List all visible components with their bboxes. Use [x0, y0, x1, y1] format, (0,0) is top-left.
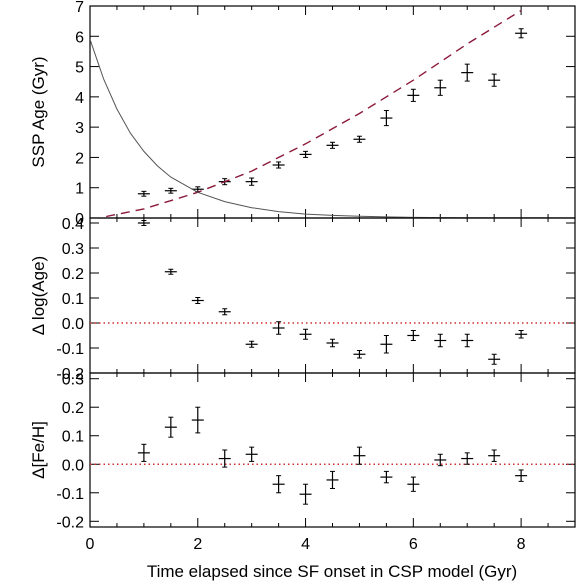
data-point [434, 453, 447, 467]
y-tick-label: 6 [75, 29, 84, 46]
y-tick-label: 0.1 [62, 291, 84, 308]
data-point [137, 190, 150, 197]
data-point [164, 416, 177, 438]
x-tick-label: 8 [517, 536, 526, 553]
data-point [164, 187, 177, 194]
data-point [488, 353, 501, 365]
data-point [326, 141, 339, 149]
y-tick-label: -0.1 [56, 486, 84, 503]
x-tick-label: 0 [86, 536, 95, 553]
data-point [326, 338, 339, 348]
y-tick-label: 3 [75, 120, 84, 137]
panels: 0 1 2 3 4 5 6 7 SSP Age (Gyr) -0.2 -0.1 0.0 0.1 0.2 0.… [29, 0, 576, 553]
y-tick-label: 0.2 [62, 400, 84, 417]
data-point [218, 308, 231, 316]
data-point [272, 321, 285, 335]
y-tick-label: -0.2 [56, 514, 84, 531]
data-point [299, 483, 312, 505]
data-point [407, 476, 420, 492]
data-point [191, 406, 204, 434]
y-tick-label: 0.3 [62, 372, 84, 389]
y-tick-label: 0 [75, 211, 84, 228]
data-point [353, 350, 366, 359]
y-tick-label: 4 [75, 90, 84, 107]
data-point [299, 150, 312, 158]
y-tick-label: 1 [75, 181, 84, 198]
data-point [461, 452, 474, 465]
y-tick-label: 5 [75, 60, 84, 77]
panel-bottom: -0.2 -0.1 0.0 0.1 0.2 0.3 0 2 4 6 8 Δ[Fe/H] [29, 372, 576, 553]
data-point [515, 469, 528, 482]
data-point [137, 220, 150, 226]
data-point [407, 330, 420, 341]
y-axis-label: Δ log(Age) [29, 256, 48, 335]
panel-frame [89, 5, 576, 219]
sfh-decay-curve [90, 39, 575, 218]
data-point [245, 340, 258, 348]
plot-area [90, 406, 575, 505]
data-point [515, 330, 528, 339]
y-tick-label: 0.2 [62, 266, 84, 283]
data-point [434, 333, 447, 348]
y-tick-label: -0.1 [56, 341, 84, 358]
panel-frame [89, 372, 576, 528]
data-point [461, 63, 474, 82]
data-point [488, 449, 501, 462]
y-tick-label: 7 [75, 0, 84, 16]
panel-middle: -0.2 -0.1 0.0 0.1 0.2 0.3 0.4 Δ log(Age) [29, 216, 576, 383]
y-tick-label: -0.2 [56, 366, 84, 383]
data-point [407, 88, 420, 102]
x-tick-label: 4 [301, 536, 310, 553]
y-tick-label: 0.0 [62, 316, 84, 333]
y-axis-label: Δ[Fe/H] [29, 421, 48, 479]
data-point [191, 186, 204, 193]
y-tick-label: 2 [75, 150, 84, 167]
data-point [488, 73, 501, 87]
data-point [380, 109, 393, 127]
data-point [380, 335, 393, 354]
data-point [434, 79, 447, 96]
x-tick-label: 6 [409, 536, 418, 553]
data-point [353, 135, 366, 143]
y-tick-label: 0.3 [62, 241, 84, 258]
data-point [272, 475, 285, 494]
y-tick-label: 0.0 [62, 457, 84, 474]
plot-area [90, 220, 575, 365]
data-point [299, 328, 312, 340]
panel-top: 0 1 2 3 4 5 6 7 SSP Age (Gyr) [29, 0, 576, 228]
y-tick-label: 0.1 [62, 429, 84, 446]
data-point [245, 446, 258, 462]
data-point [191, 297, 204, 304]
data-point [326, 470, 339, 489]
data-point [164, 268, 177, 275]
x-axis-label: Time elapsed since SF onset in CSP model… [147, 562, 517, 581]
plot-area [90, 9, 575, 218]
data-point [380, 470, 393, 484]
data-point [245, 177, 258, 186]
model-dashed-curve [106, 9, 522, 218]
x-tick-label: 2 [193, 536, 202, 553]
data-point [272, 161, 285, 169]
data-point [137, 443, 150, 462]
y-axis-label: SSP Age (Gyr) [29, 56, 48, 167]
data-point [353, 446, 366, 465]
data-point [218, 449, 231, 468]
y-tick-label: 0.4 [62, 216, 84, 233]
data-point [515, 28, 528, 39]
panel-frame [89, 217, 576, 374]
data-point [461, 333, 474, 348]
